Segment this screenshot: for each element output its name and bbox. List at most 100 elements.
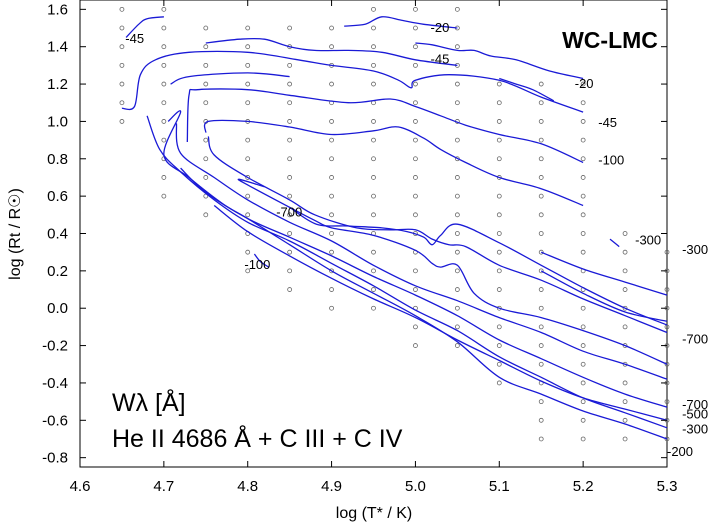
grid-point: [245, 193, 251, 199]
y-tick-label: 0.6: [47, 188, 68, 205]
grid-point: [413, 343, 418, 348]
grid-point: [454, 287, 460, 292]
grid-point: [413, 100, 418, 106]
grid-point: [454, 137, 460, 143]
y-axis-label: log (Rt / R☉): [7, 188, 24, 280]
grid-point: [329, 193, 334, 199]
grid-point: [622, 268, 628, 274]
grid-point: [413, 156, 418, 162]
contour-label: -100: [598, 152, 624, 167]
grid-point: [161, 25, 167, 31]
grid-point: [371, 119, 376, 124]
grid-point: [119, 25, 125, 31]
grid-point: [454, 249, 460, 255]
contour-labels: -20-45-45-20-45-100-700-300-300-100-700-…: [125, 20, 708, 459]
contour-label: -45: [125, 31, 144, 46]
contour-line-neg300: [207, 136, 668, 334]
y-tick-label: 0.0: [47, 300, 68, 317]
grid-point: [119, 100, 125, 106]
contour-line-neg45: [125, 16, 164, 38]
grid-point: [496, 137, 502, 143]
grid-point: [413, 287, 418, 292]
contour-line-neg100: [253, 253, 270, 268]
grid-point: [245, 44, 251, 50]
grid-point: [538, 287, 544, 292]
grid-point: [161, 44, 167, 50]
grid-point: [580, 436, 586, 442]
grid-point: [371, 81, 376, 87]
grid-point: [119, 81, 125, 87]
contour-line-neg100: [121, 50, 584, 113]
grid-point: [371, 156, 376, 162]
grid-point: [580, 119, 586, 124]
contour-line-neg20: [499, 77, 555, 102]
grid-point: [203, 81, 209, 87]
grid-point: [245, 62, 251, 68]
grid-point: [538, 156, 544, 162]
grid-point: [454, 324, 460, 330]
grid-point: [496, 268, 502, 274]
grid-point: [413, 175, 418, 180]
grid-point: [287, 100, 293, 106]
grid-point: [287, 268, 293, 274]
contour-label: -20: [431, 20, 450, 35]
grid-point: [329, 287, 334, 292]
contour-line-neg700: [237, 178, 668, 365]
contour-label: -500: [682, 406, 708, 421]
grid-point: [496, 249, 502, 255]
x-tick-label: 5.0: [405, 478, 426, 495]
grid-point: [371, 175, 376, 180]
grid-point: [245, 100, 251, 106]
y-tick-label: 0.4: [47, 226, 68, 243]
grid-point: [664, 287, 670, 292]
y-tick-label: -0.2: [42, 338, 68, 355]
grid-point: [538, 193, 544, 199]
contour-line-neg300: [540, 270, 668, 322]
grid-point: [203, 62, 209, 68]
grid-point: [580, 417, 586, 423]
grid-point: [161, 6, 167, 12]
grid-point: [622, 231, 628, 236]
x-tick-label: 4.6: [70, 478, 91, 495]
grid-point: [496, 324, 502, 330]
grid-point: [538, 268, 544, 274]
grid-point: [371, 249, 376, 255]
grid-point: [245, 249, 251, 255]
grid-point: [413, 6, 418, 12]
grid-point: [413, 324, 418, 330]
grid-point: [413, 44, 418, 50]
grid-point: [496, 380, 502, 386]
grid-point: [496, 212, 502, 218]
contour-line-neg1000: [289, 206, 668, 326]
grid-point: [538, 231, 544, 236]
grid-point: [329, 175, 334, 180]
grid-point: [371, 193, 376, 199]
grid-point: [538, 249, 544, 255]
grid-point: [496, 81, 502, 87]
grid-point: [245, 25, 251, 31]
grid-point: [454, 100, 460, 106]
contour-label: -20: [575, 76, 594, 91]
grid-point: [580, 175, 586, 180]
grid-point: [245, 156, 251, 162]
grid-point: [161, 175, 167, 180]
grid-point: [329, 119, 334, 124]
grid-point: [245, 137, 251, 143]
grid-point: [538, 305, 544, 311]
grid-point: [580, 137, 586, 143]
contour-line-neg700: [203, 119, 584, 207]
grid-point: [329, 268, 334, 274]
grid-point: [580, 81, 586, 87]
grid-point: [203, 156, 209, 162]
grid-point: [413, 81, 418, 87]
y-tick-label: 0.8: [47, 151, 68, 168]
grid-point: [245, 268, 251, 274]
grid-point: [119, 119, 125, 124]
grid-point: [538, 175, 544, 180]
grid-point: [161, 137, 167, 143]
grid-point: [413, 268, 418, 274]
contour-line-neg45: [205, 37, 458, 67]
grid-point: [203, 44, 209, 50]
contour-line-neg300: [609, 238, 620, 248]
grid-point: [622, 436, 628, 442]
